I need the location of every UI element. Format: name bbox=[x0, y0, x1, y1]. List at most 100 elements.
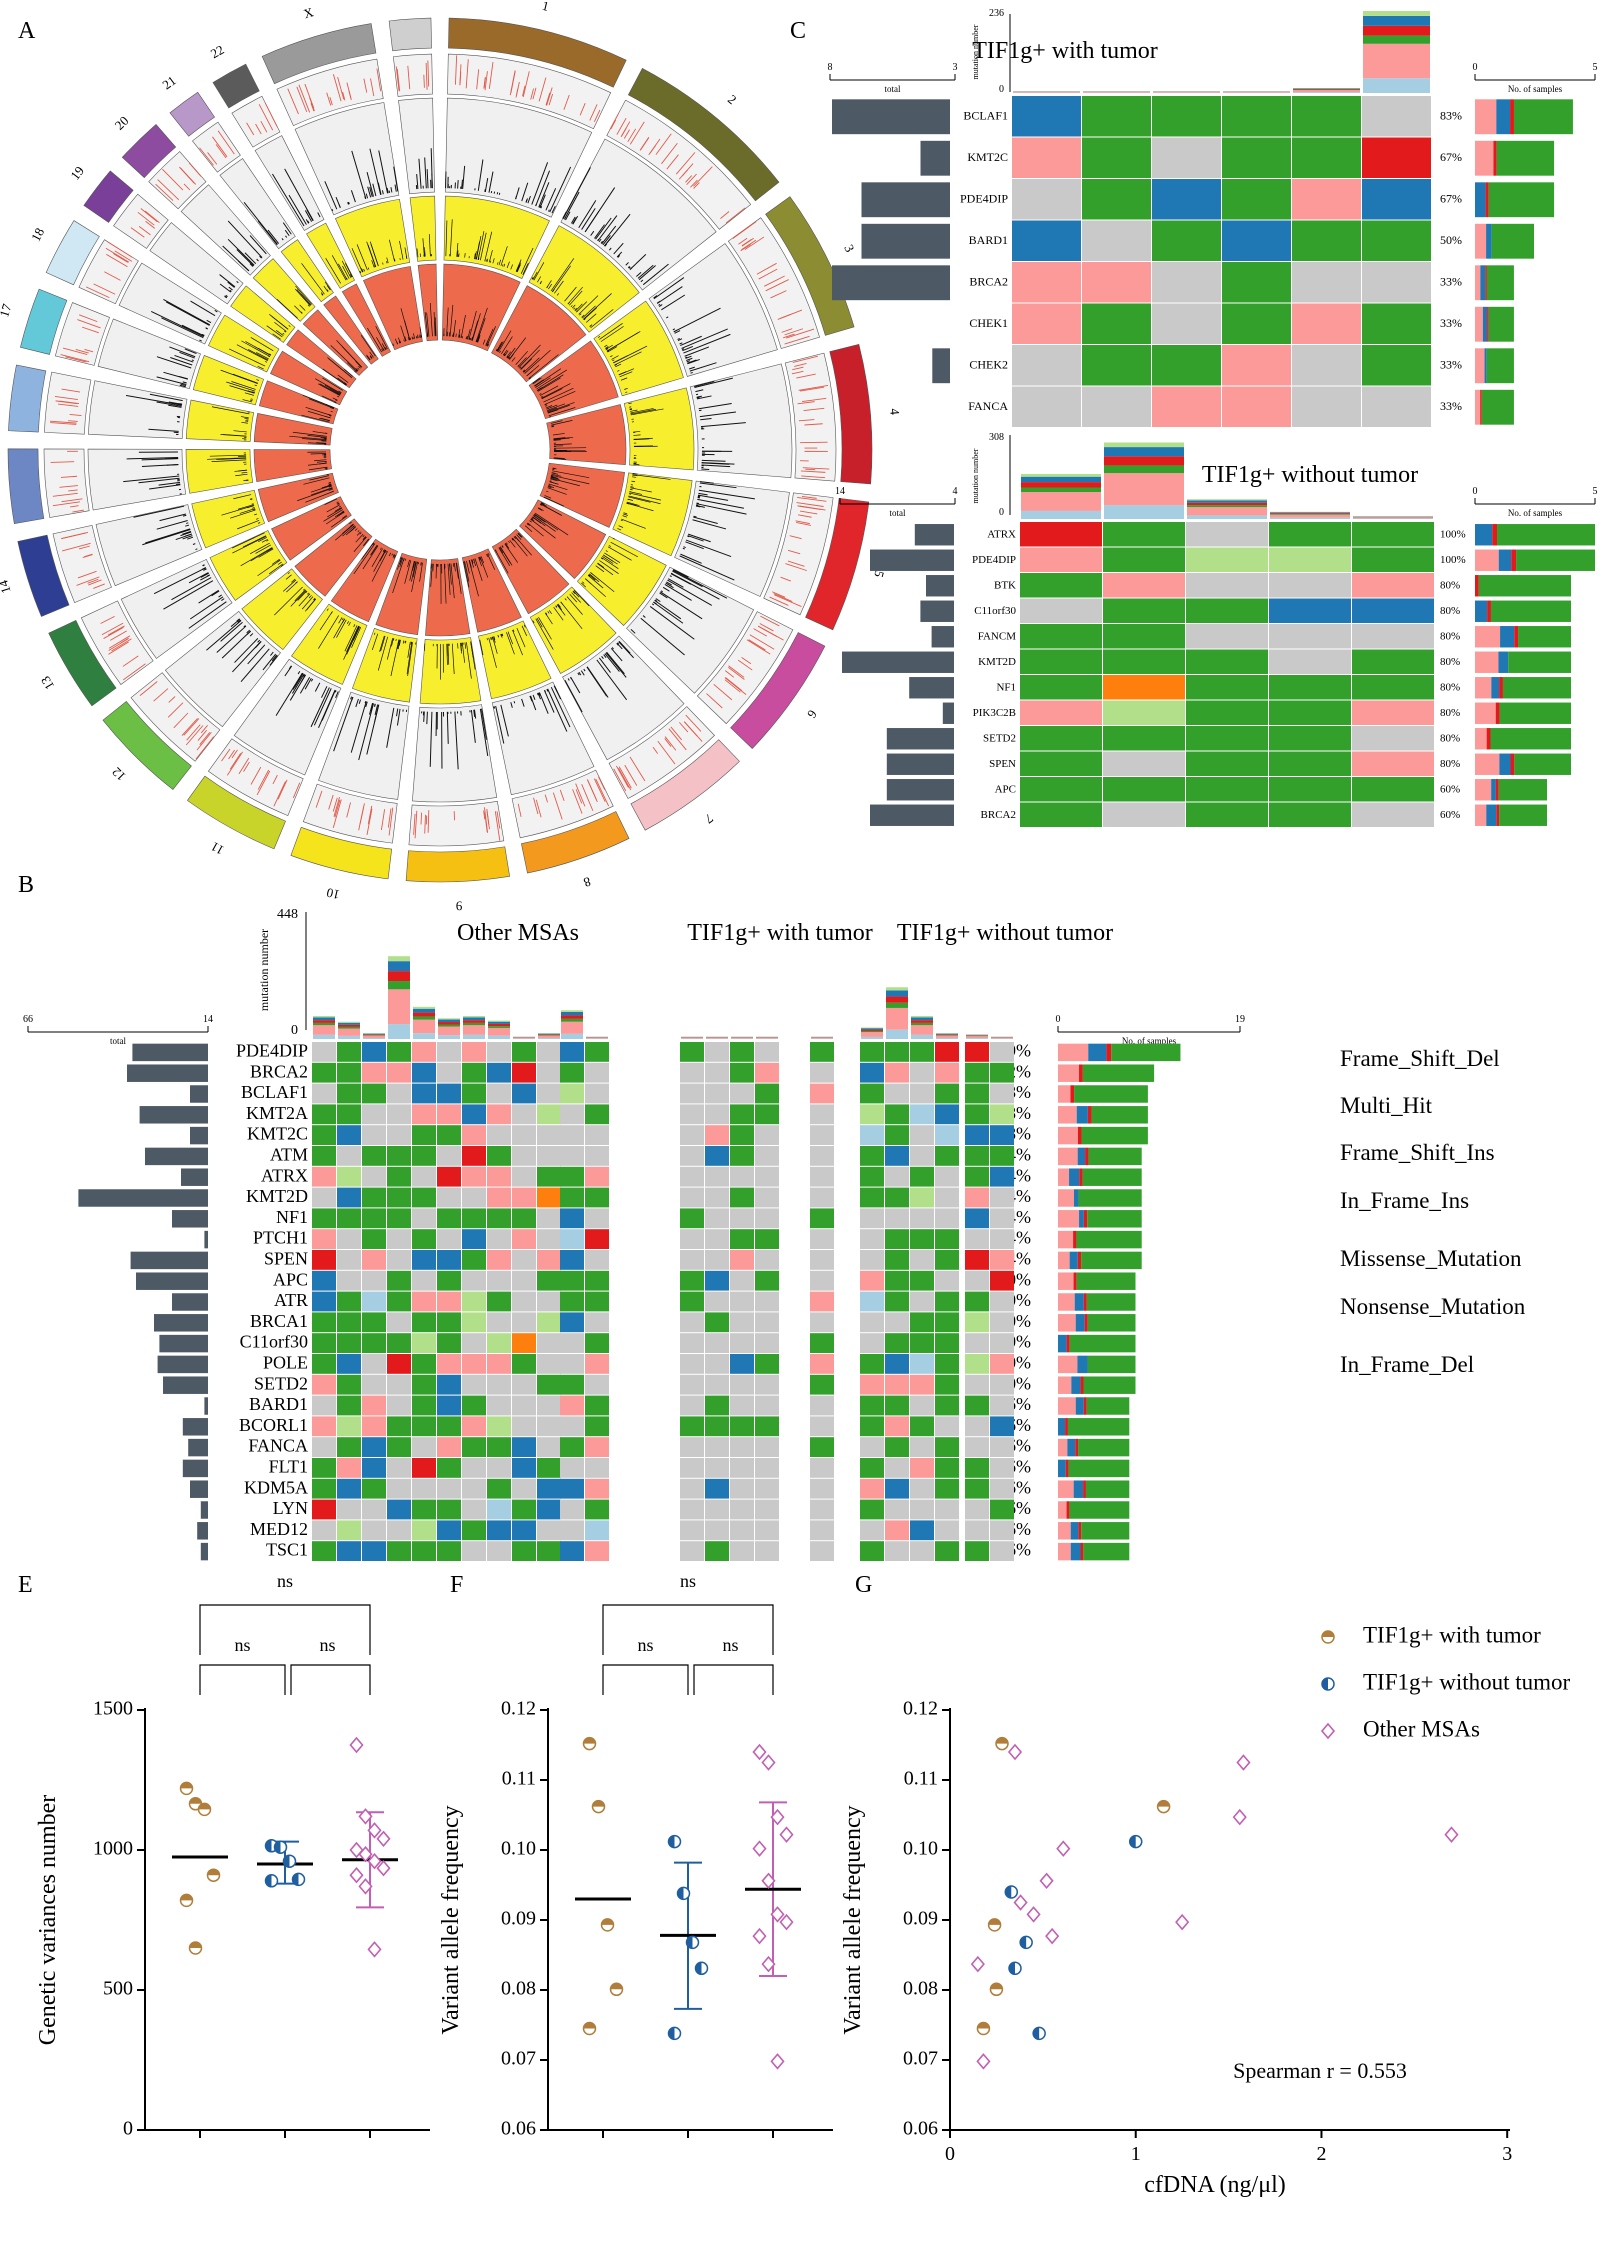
density-spike bbox=[233, 494, 252, 500]
density-spike bbox=[597, 562, 605, 568]
sample-bar-segment bbox=[1069, 1501, 1130, 1519]
density-spike bbox=[589, 325, 592, 327]
mutation-cell bbox=[585, 1520, 609, 1541]
mutation-cell bbox=[755, 1458, 779, 1478]
cnv-tick bbox=[250, 766, 262, 785]
mutation-cell bbox=[487, 1250, 511, 1270]
density-spike bbox=[595, 217, 612, 240]
cnv-tick bbox=[753, 628, 768, 637]
density-spike bbox=[326, 504, 341, 513]
density-spike bbox=[282, 332, 285, 335]
density-spike bbox=[556, 293, 560, 296]
mutation-cell bbox=[462, 1416, 486, 1437]
density-spike bbox=[396, 708, 401, 726]
total-bar bbox=[172, 1210, 208, 1228]
density-spike bbox=[632, 476, 637, 478]
cnv-tick bbox=[693, 182, 700, 189]
data-point-other-msas bbox=[970, 1955, 985, 1973]
gene-label: FANCA bbox=[248, 1436, 308, 1456]
mutation-cell bbox=[462, 1187, 486, 1208]
tmb-max: 448 bbox=[277, 907, 298, 922]
data-point-other-msas bbox=[1013, 1894, 1028, 1911]
data-point-with-tumor-fill bbox=[189, 1942, 202, 1948]
density-spike bbox=[336, 501, 339, 504]
mutation-cell bbox=[462, 1125, 486, 1145]
density-spike bbox=[630, 486, 634, 488]
density-spike bbox=[149, 393, 183, 402]
mutation-cell bbox=[810, 1520, 834, 1541]
density-spike bbox=[633, 431, 641, 433]
density-spike bbox=[350, 190, 356, 203]
cnv-tick bbox=[414, 810, 418, 839]
mutation-cell bbox=[990, 1229, 1014, 1249]
density-spike bbox=[333, 696, 354, 752]
density-spike bbox=[578, 671, 582, 676]
density-spike bbox=[338, 505, 341, 508]
mutation-cell bbox=[537, 1520, 561, 1541]
density-spike bbox=[487, 553, 496, 570]
density-spike bbox=[484, 231, 493, 262]
density-spike bbox=[521, 625, 528, 637]
density-spike bbox=[697, 498, 745, 509]
cnv-tick bbox=[792, 366, 804, 371]
cnv-tick bbox=[332, 799, 342, 828]
mutation-cell bbox=[437, 1083, 461, 1104]
sample-bar-segment bbox=[1070, 1085, 1075, 1103]
gene-label: SETD2 bbox=[254, 1373, 308, 1393]
sample-bar-segment bbox=[1091, 1106, 1148, 1124]
orange-track bbox=[330, 538, 399, 623]
density-spike bbox=[550, 478, 558, 482]
density-spike bbox=[141, 458, 179, 461]
density-spike bbox=[328, 485, 332, 488]
tmb-bar-segment bbox=[1223, 92, 1290, 93]
density-spike bbox=[548, 485, 555, 488]
mutation-cell bbox=[512, 1229, 536, 1249]
cnv-tick bbox=[85, 286, 110, 299]
cnv-tick bbox=[774, 594, 802, 607]
density-spike bbox=[475, 307, 488, 342]
density-spike bbox=[597, 215, 618, 242]
data-point-with-tumor-fill bbox=[180, 1782, 193, 1789]
mutation-cell bbox=[885, 1374, 909, 1395]
density-spike bbox=[303, 477, 330, 485]
total-bar bbox=[157, 1355, 208, 1374]
density-spike bbox=[179, 384, 186, 388]
sample-bar-segment bbox=[1475, 223, 1487, 259]
density-spike bbox=[696, 503, 747, 515]
density-spike bbox=[241, 421, 248, 424]
mutation-cell bbox=[990, 1333, 1014, 1353]
density-spike bbox=[582, 581, 585, 584]
data-point-other-msas bbox=[770, 2053, 785, 2070]
mutation-cell bbox=[1082, 220, 1151, 261]
y-axis-label: Variant allele frequency bbox=[840, 1805, 866, 2034]
sample-bar-segment bbox=[1076, 1230, 1142, 1249]
cnv-tick bbox=[795, 520, 810, 525]
chromosome-segment bbox=[448, 17, 627, 88]
cnv-tick bbox=[207, 152, 218, 165]
cnv-tick bbox=[799, 510, 818, 515]
tmb-bar-segment bbox=[463, 1025, 485, 1035]
chromosome-label: 7 bbox=[702, 811, 716, 827]
sample-bar-segment bbox=[1071, 1376, 1081, 1394]
mutation-cell bbox=[537, 1374, 561, 1395]
density-spike bbox=[629, 254, 647, 270]
tmb-bar-segment bbox=[886, 990, 908, 997]
cnv-tick bbox=[657, 740, 676, 765]
density-spike bbox=[479, 708, 489, 757]
tmb-axis-label: mutation number bbox=[971, 448, 980, 503]
gene-percent: 80% bbox=[1440, 579, 1460, 591]
chromosome-label: 11 bbox=[208, 839, 226, 858]
cnv-tick bbox=[77, 570, 97, 579]
density-spike bbox=[285, 235, 288, 238]
sample-bar-segment bbox=[1490, 728, 1571, 750]
density-spike bbox=[545, 612, 547, 616]
mutation-cell bbox=[487, 1104, 511, 1125]
cnv-tick bbox=[59, 400, 80, 405]
density-spike bbox=[434, 322, 436, 337]
cnv-tick bbox=[796, 502, 824, 507]
density-spike bbox=[511, 537, 515, 541]
mutation-cell bbox=[730, 1395, 754, 1416]
